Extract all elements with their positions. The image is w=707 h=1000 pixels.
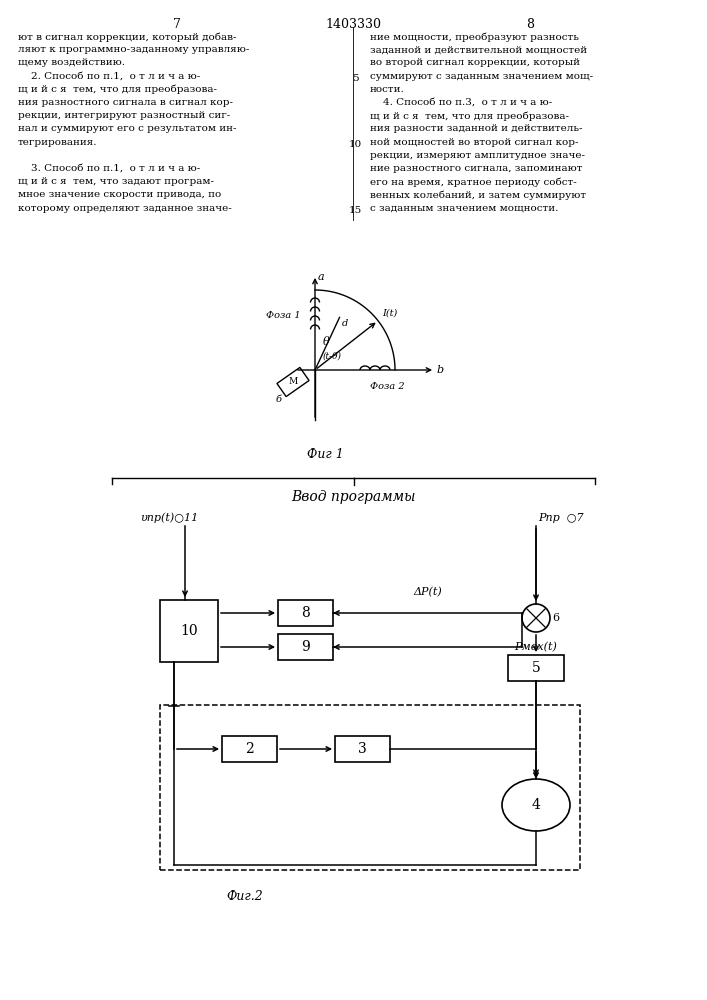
Text: 15: 15 — [349, 206, 361, 215]
Text: Ввод программы: Ввод программы — [291, 490, 415, 504]
Text: 3. Способ по п.1,  о т л и ч а ю-: 3. Способ по п.1, о т л и ч а ю- — [18, 164, 200, 173]
Text: ΔP(t): ΔP(t) — [413, 587, 442, 597]
Text: d: d — [341, 319, 348, 328]
Text: ной мощностей во второй сигнал кор-: ной мощностей во второй сигнал кор- — [370, 138, 578, 147]
Text: 5: 5 — [532, 661, 540, 675]
Text: 8: 8 — [526, 18, 534, 31]
Text: 9: 9 — [301, 640, 310, 654]
Bar — [160, 600, 218, 662]
Text: 1403330: 1403330 — [325, 18, 381, 31]
Text: мное значение скорости привода, по: мное значение скорости привода, по — [18, 190, 221, 199]
Text: рекции, измеряют амплитудное значе-: рекции, измеряют амплитудное значе- — [370, 151, 585, 160]
Text: его на время, кратное периоду собст-: его на время, кратное периоду собст- — [370, 177, 577, 187]
Text: ют в сигнал коррекции, который добав-: ют в сигнал коррекции, который добав- — [18, 32, 237, 41]
Text: с заданным значением мощности.: с заданным значением мощности. — [370, 204, 559, 213]
Text: θ: θ — [323, 337, 329, 347]
Text: 6: 6 — [552, 613, 559, 623]
Text: венных колебаний, и затем суммируют: венных колебаний, и затем суммируют — [370, 190, 586, 200]
Text: суммируют с заданным значением мощ-: суммируют с заданным значением мощ- — [370, 72, 593, 81]
Polygon shape — [277, 367, 309, 397]
Text: заданной и действительной мощностей: заданной и действительной мощностей — [370, 45, 587, 54]
Text: ние разностного сигнала, запоминают: ние разностного сигнала, запоминают — [370, 164, 583, 173]
Text: 5: 5 — [351, 74, 358, 83]
Text: нал и суммируют его с результатом ин-: нал и суммируют его с результатом ин- — [18, 124, 237, 133]
Text: 8: 8 — [301, 606, 310, 620]
Text: щ и й с я  тем, что задают програм-: щ и й с я тем, что задают програм- — [18, 177, 214, 186]
Text: 10: 10 — [349, 140, 361, 149]
Text: 7: 7 — [173, 18, 181, 31]
Text: a: a — [318, 272, 325, 282]
Text: 2. Способ по п.1,  о т л и ч а ю-: 2. Способ по п.1, о т л и ч а ю- — [18, 72, 200, 81]
Bar — [222, 736, 277, 762]
Text: щ и й с я  тем, что для преобразова-: щ и й с я тем, что для преобразова- — [370, 111, 569, 121]
Text: 10: 10 — [180, 624, 198, 638]
Text: ляют к программно-заданному управляю-: ляют к программно-заданному управляю- — [18, 45, 250, 54]
Text: 4: 4 — [532, 798, 540, 812]
Text: 3: 3 — [358, 742, 367, 756]
Text: b: b — [437, 365, 444, 375]
Text: I(t): I(t) — [382, 309, 397, 318]
Text: во второй сигнал коррекции, который: во второй сигнал коррекции, который — [370, 58, 580, 67]
Text: Рмех(t): Рмех(t) — [515, 642, 557, 652]
Text: тегрирования.: тегрирования. — [18, 138, 98, 147]
Text: 4. Способ по п.3,  о т л и ч а ю-: 4. Способ по п.3, о т л и ч а ю- — [370, 98, 552, 107]
Text: б: б — [276, 395, 282, 404]
Text: Фиг 1: Фиг 1 — [307, 448, 344, 461]
Bar — [335, 736, 390, 762]
Text: Фоза 2: Фоза 2 — [370, 382, 404, 391]
Text: Фиг.2: Фиг.2 — [227, 890, 264, 903]
Text: Рпр  ○7: Рпр ○7 — [538, 513, 583, 523]
Text: щ и й с я  тем, что для преобразова-: щ и й с я тем, что для преобразова- — [18, 85, 217, 94]
Text: щему воздействию.: щему воздействию. — [18, 58, 125, 67]
Text: Фоза 1: Фоза 1 — [267, 312, 301, 320]
Text: υпр(t)○11: υпр(t)○11 — [140, 513, 198, 523]
Text: ности.: ности. — [370, 85, 404, 94]
Text: ния разности заданной и действитель-: ния разности заданной и действитель- — [370, 124, 583, 133]
Bar — [278, 600, 333, 626]
Bar — [508, 655, 564, 681]
Text: ние мощности, преобразуют разность: ние мощности, преобразуют разность — [370, 32, 579, 41]
Text: (t-θ): (t-θ) — [323, 352, 342, 361]
Bar — [160, 705, 580, 870]
Text: 2: 2 — [245, 742, 254, 756]
Text: которому определяют заданное значе-: которому определяют заданное значе- — [18, 204, 232, 213]
Text: рекции, интегрируют разностный сиг-: рекции, интегрируют разностный сиг- — [18, 111, 230, 120]
Text: ния разностного сигнала в сигнал кор-: ния разностного сигнала в сигнал кор- — [18, 98, 233, 107]
Text: M: M — [288, 377, 298, 386]
Bar — [278, 634, 333, 660]
